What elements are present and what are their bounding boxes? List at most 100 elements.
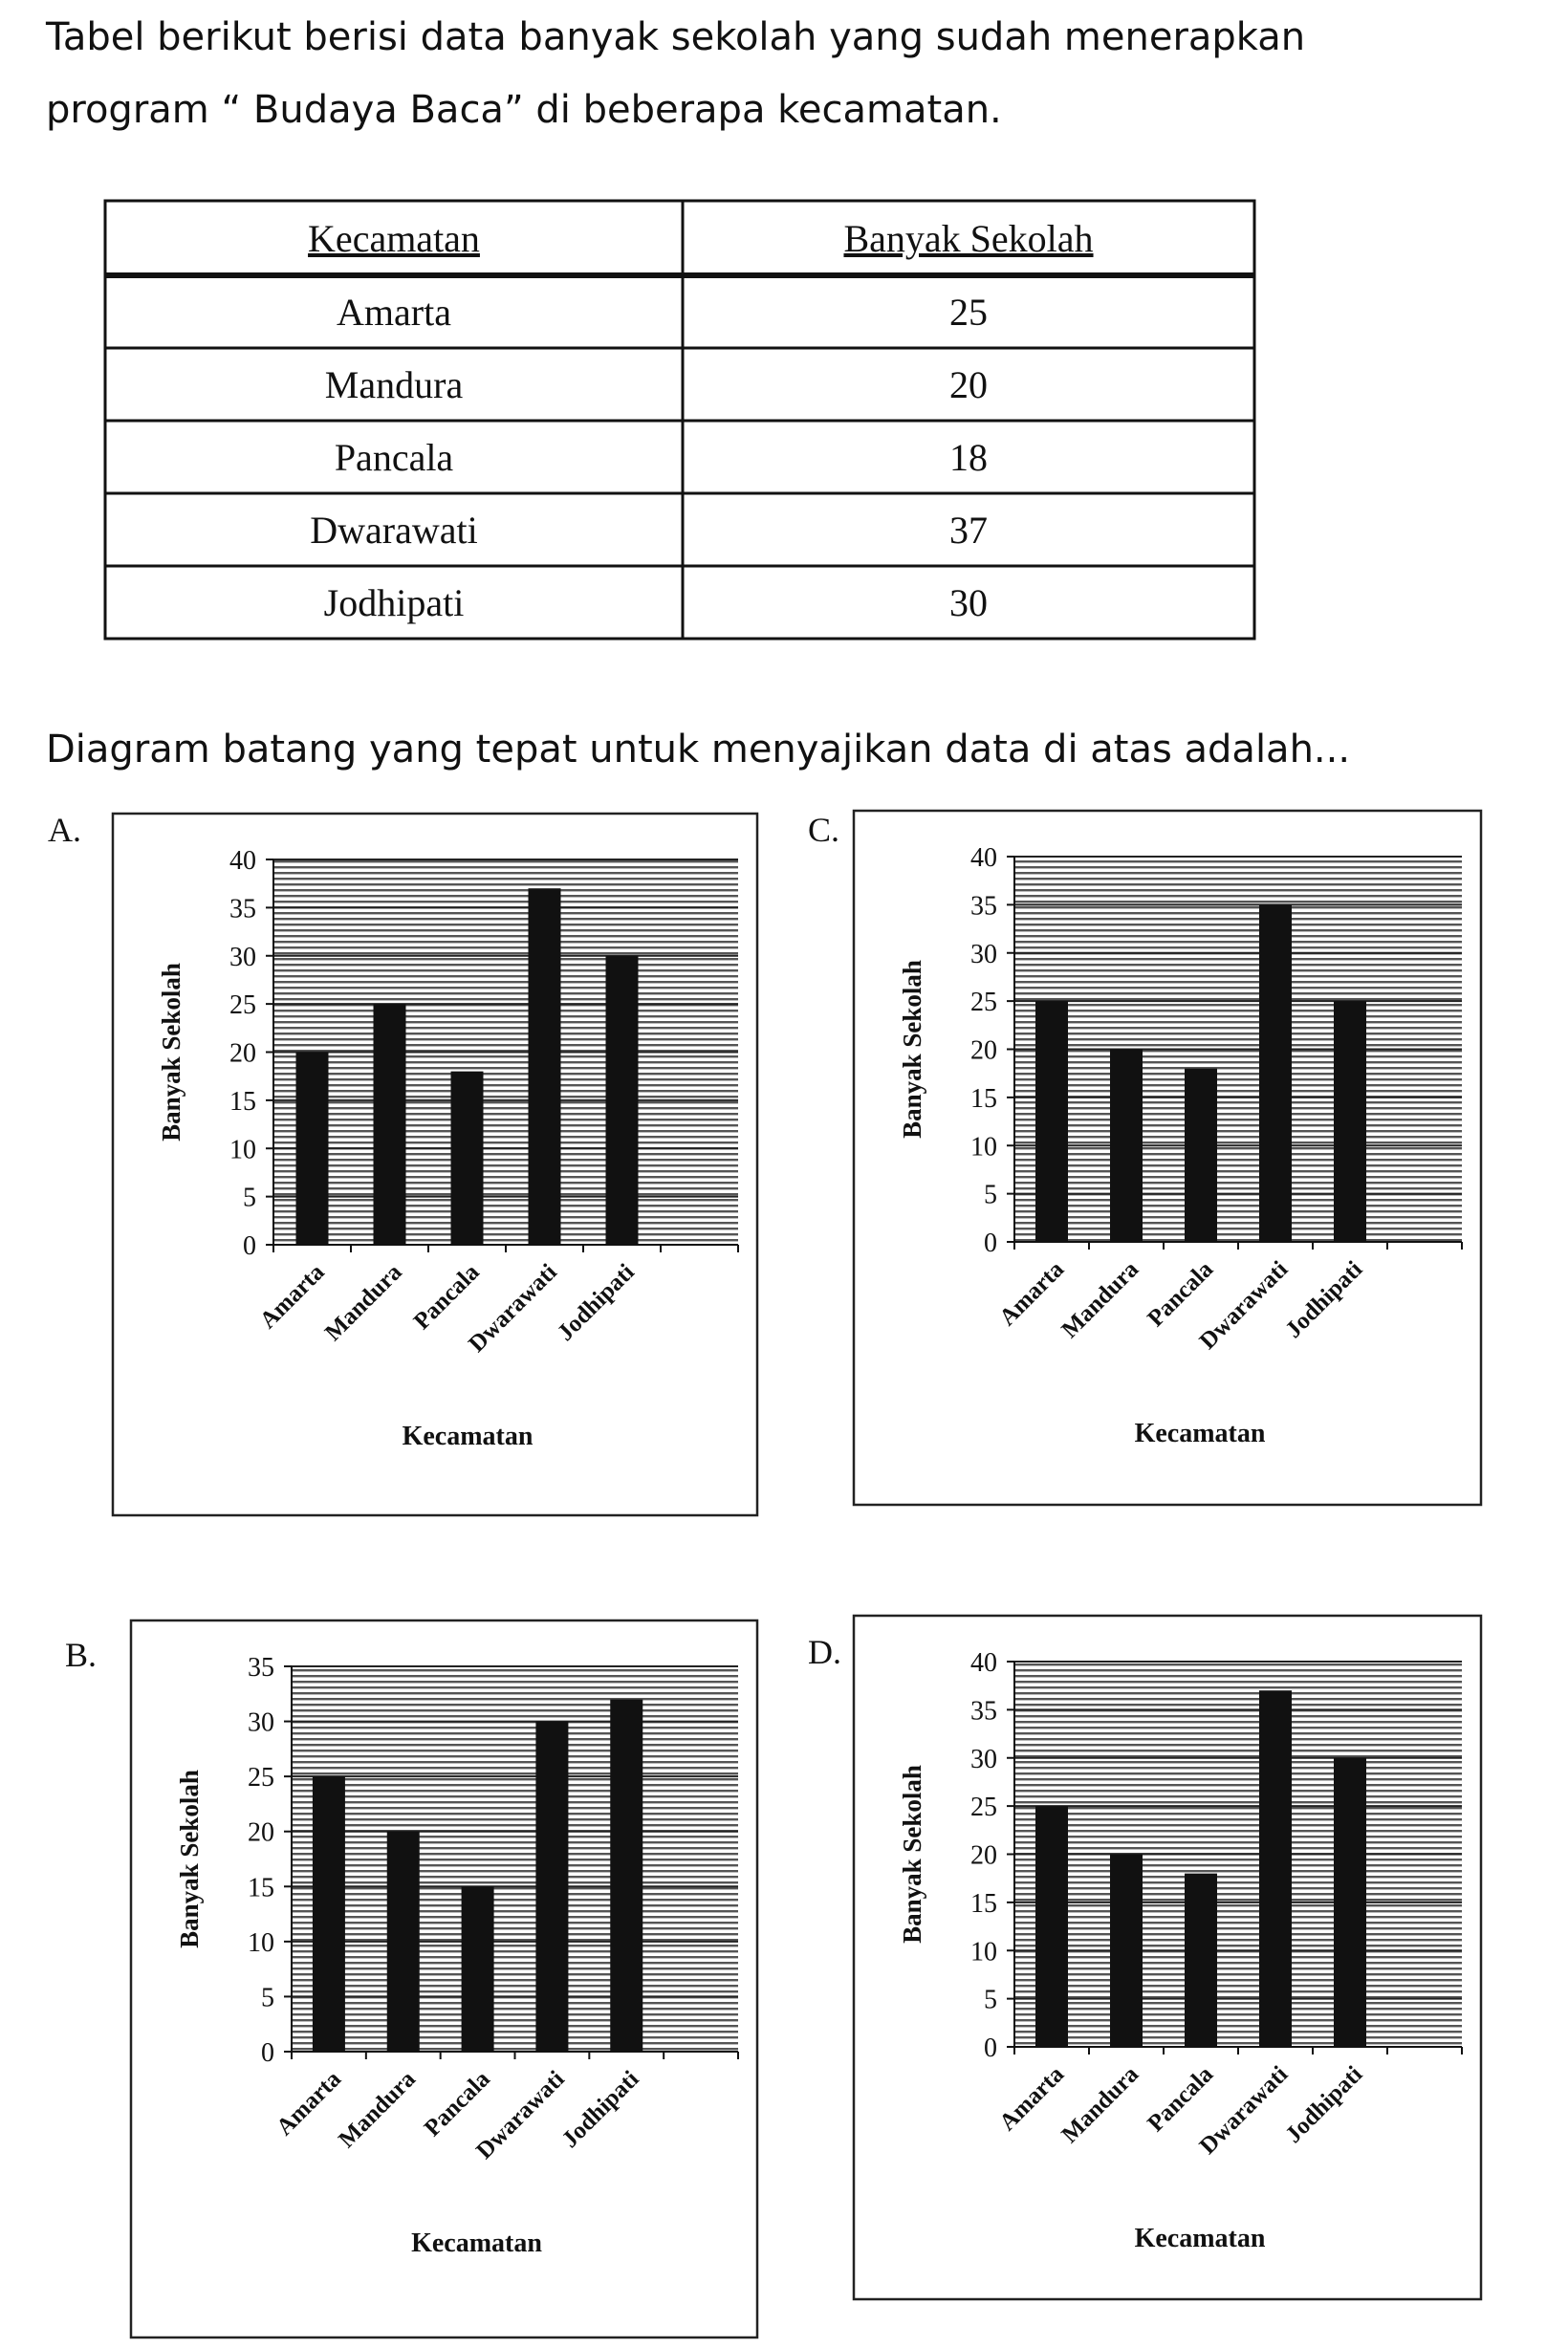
- x-tick-label: Jodhipati: [553, 1259, 640, 1346]
- option-chart: B.05101520253035AmartaManduraPancalaDwar…: [65, 1619, 759, 2339]
- y-tick-label: 30: [970, 1745, 997, 1774]
- bar: [461, 1886, 494, 2052]
- plot-background: [292, 1666, 738, 2052]
- table-cell: 30: [949, 581, 988, 624]
- table-header: Kecamatan: [308, 217, 480, 260]
- y-tick-label: 5: [984, 1986, 997, 2015]
- question-line: program “ Budaya Baca” di beberapa kecam…: [46, 88, 1002, 132]
- table-cell: 25: [949, 291, 988, 334]
- bar: [295, 1052, 329, 1245]
- x-axis-label: Kecamatan: [1135, 2224, 1266, 2253]
- bar: [1259, 1690, 1292, 2047]
- bar: [312, 1776, 345, 2052]
- bar: [1334, 1001, 1366, 1242]
- y-tick-label: 20: [229, 1039, 256, 1069]
- table-cell: Amarta: [337, 291, 451, 334]
- x-tick-label: Amarta: [272, 2066, 346, 2141]
- x-tick-label: Mandura: [1056, 1256, 1143, 1343]
- y-tick-label: 35: [970, 891, 997, 921]
- bar: [373, 1004, 406, 1245]
- y-tick-label: 25: [970, 1793, 997, 1822]
- y-axis-label: Banyak Sekolah: [898, 1765, 926, 1944]
- x-tick-label: Pancala: [1143, 2061, 1218, 2137]
- x-tick-label: Pancala: [1143, 1256, 1218, 1332]
- chart-frame: [111, 812, 759, 1517]
- bar: [1185, 1068, 1217, 1242]
- bar: [610, 1699, 643, 2052]
- y-tick-label: 40: [229, 846, 256, 876]
- bar: [1035, 1806, 1068, 2047]
- y-tick-label: 5: [984, 1181, 997, 1210]
- chart-frame: [129, 1619, 759, 2339]
- bar: [450, 1071, 484, 1245]
- y-tick-label: 0: [243, 1231, 256, 1261]
- y-tick-label: 5: [261, 1983, 274, 2012]
- chart-frame: [852, 1614, 1483, 2301]
- x-tick-label: Pancala: [420, 2066, 495, 2141]
- y-tick-label: 0: [984, 2033, 997, 2063]
- y-tick-label: 25: [248, 1763, 274, 1793]
- question-line: Tabel berikut berisi data banyak sekolah…: [45, 15, 1305, 59]
- y-tick-label: 35: [229, 894, 256, 924]
- y-tick-label: 10: [229, 1135, 256, 1164]
- y-axis-label: Banyak Sekolah: [157, 963, 185, 1141]
- table-cell: Mandura: [325, 363, 464, 406]
- y-tick-label: 15: [229, 1087, 256, 1117]
- y-tick-label: 25: [970, 988, 997, 1017]
- x-tick-label: Mandura: [320, 1259, 407, 1346]
- y-tick-label: 35: [248, 1653, 274, 1683]
- x-tick-label: Mandura: [1056, 2061, 1143, 2148]
- x-tick-label: Amarta: [994, 2061, 1069, 2136]
- bar: [1110, 1854, 1143, 2047]
- y-tick-label: 35: [970, 1696, 997, 1726]
- bar: [1185, 1873, 1217, 2047]
- table-cell: Dwarawati: [310, 509, 477, 552]
- y-tick-label: 0: [261, 2038, 274, 2068]
- y-axis-label: Banyak Sekolah: [175, 1770, 204, 1948]
- option-letter: D.: [808, 1633, 841, 1671]
- x-axis-label: Kecamatan: [1135, 1419, 1266, 1448]
- y-tick-label: 30: [970, 940, 997, 969]
- y-tick-label: 25: [229, 990, 256, 1020]
- y-tick-label: 10: [970, 1132, 997, 1162]
- x-axis-label: Kecamatan: [403, 1422, 534, 1451]
- x-axis-label: Kecamatan: [411, 2228, 542, 2258]
- bar: [1259, 904, 1292, 1242]
- table-header: Banyak Sekolah: [843, 217, 1093, 260]
- table-cell: 37: [949, 509, 988, 552]
- option-letter: C.: [808, 811, 839, 849]
- x-tick-label: Pancala: [409, 1259, 485, 1335]
- x-tick-label: Jodhipati: [1280, 1256, 1367, 1343]
- x-tick-label: Amarta: [255, 1259, 330, 1334]
- y-axis-label: Banyak Sekolah: [898, 960, 926, 1139]
- y-tick-label: 15: [970, 1889, 997, 1919]
- y-tick-label: 20: [248, 1818, 274, 1848]
- y-tick-label: 15: [970, 1084, 997, 1114]
- x-tick-label: Mandura: [334, 2066, 421, 2153]
- chart-frame: [852, 809, 1483, 1507]
- y-tick-label: 40: [970, 843, 997, 873]
- bar: [528, 888, 561, 1245]
- y-tick-label: 10: [248, 1928, 274, 1958]
- table-cell: 18: [949, 436, 988, 479]
- prompt: Diagram batang yang tepat untuk menyajik…: [46, 728, 1350, 772]
- option-letter: B.: [65, 1636, 97, 1674]
- bar: [1035, 1001, 1068, 1242]
- bar: [386, 1831, 420, 2052]
- y-tick-label: 30: [248, 1708, 274, 1738]
- y-tick-label: 5: [243, 1184, 256, 1213]
- option-letter: A.: [48, 811, 81, 849]
- x-tick-label: Amarta: [994, 1256, 1069, 1331]
- y-tick-label: 0: [984, 1228, 997, 1258]
- y-tick-label: 40: [970, 1648, 997, 1678]
- bar: [1110, 1049, 1143, 1242]
- x-tick-label: Jodhipati: [557, 2066, 644, 2153]
- table-cell: Pancala: [335, 436, 454, 479]
- bar: [1334, 1757, 1366, 2047]
- bar: [535, 1721, 569, 2052]
- table-cell: 20: [949, 363, 988, 406]
